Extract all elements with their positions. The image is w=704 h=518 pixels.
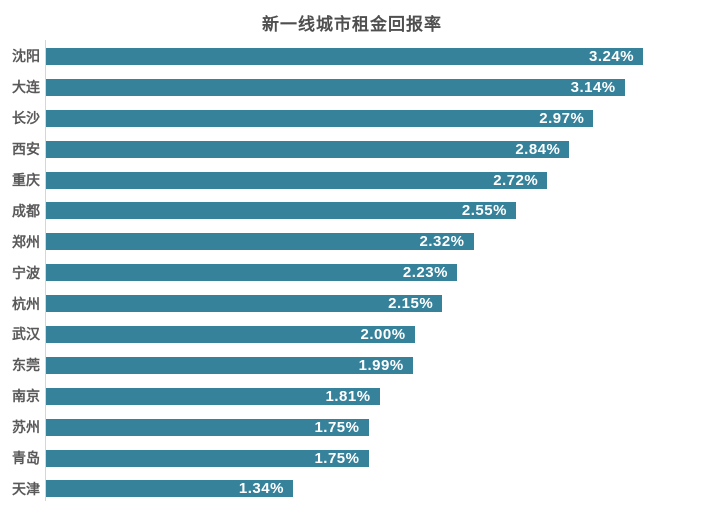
bar-value-label: 2.15% [388,295,434,313]
chart-row: 杭州 2.15% [0,288,704,319]
bar-value-label: 1.75% [314,418,360,436]
bar-value-label: 3.24% [589,47,635,65]
bar-value-label: 2.23% [402,264,448,282]
bar-value-label: 2.00% [360,325,406,343]
bar: 1.75% [46,418,369,436]
bar-value-label: 1.99% [358,356,404,374]
bar: 3.24% [46,47,644,65]
chart-row: 武汉 2.00% [0,319,704,350]
bar: 2.23% [46,264,457,282]
bar-track: 3.24% [46,47,691,65]
bar-track: 1.75% [46,418,691,436]
category-label: 杭州 [12,295,40,312]
chart-row: 西安 2.84% [0,134,704,165]
bar-value-label: 2.84% [515,140,561,158]
category-label: 青岛 [12,450,40,467]
category-label: 沈阳 [12,48,40,65]
chart-row: 天津 1.34% [0,473,704,504]
category-label: 重庆 [12,172,40,188]
chart-row: 重庆 2.72% [0,165,704,196]
category-label: 郑州 [12,233,40,250]
category-label: 宁波 [12,264,40,281]
bar-value-label: 2.72% [493,171,539,189]
bar-value-label: 1.75% [314,449,360,467]
bar: 2.72% [46,171,548,189]
chart-row: 郑州 2.32% [0,226,704,257]
bar: 1.81% [46,387,380,405]
chart-row: 苏州 1.75% [0,412,704,443]
bar-track: 3.14% [46,78,691,96]
chart-row: 沈阳 3.24% [0,41,704,72]
bar: 1.99% [46,356,413,374]
bar-track: 2.97% [46,109,691,127]
category-label: 大连 [12,79,40,96]
bar-track: 2.55% [46,202,691,220]
bar-track: 2.72% [46,171,691,189]
bar-value-label: 2.32% [419,233,465,251]
chart-row: 宁波 2.23% [0,257,704,288]
category-label: 武汉 [12,326,40,343]
bar-value-label: 1.81% [325,387,371,405]
bar: 1.34% [46,480,293,498]
chart-row: 大连 3.14% [0,72,704,103]
chart-title: 新一线城市租金回报率 [262,15,442,34]
category-label: 苏州 [12,419,40,436]
category-label: 西安 [12,141,40,158]
chart-row: 成都 2.55% [0,195,704,226]
y-axis-line [45,40,46,501]
chart-row: 青岛 1.75% [0,443,704,474]
bar: 2.55% [46,202,516,220]
chart-row: 南京 1.81% [0,381,704,412]
bar-track: 1.75% [46,449,691,467]
category-label: 南京 [12,388,40,405]
bar-track: 2.84% [46,140,691,158]
bar: 2.00% [46,325,415,343]
bar-track: 1.34% [46,480,691,498]
bar-value-label: 2.55% [461,202,507,220]
category-label: 成都 [12,202,40,219]
chart-row: 长沙 2.97% [0,103,704,134]
chart-rows: 沈阳 3.24% 大连 3.14% 长沙 2.97% 西安 2.84% 重庆 2.72% 成都 2.5… [0,41,704,504]
bar: 3.14% [46,78,625,96]
bar-value-label: 2.97% [539,109,585,127]
category-label: 东莞 [12,357,40,374]
bar-track: 2.32% [46,233,691,251]
bar-track: 2.00% [46,325,691,343]
bar-track: 1.81% [46,387,691,405]
category-label: 天津 [12,480,40,497]
bar-track: 1.99% [46,356,691,374]
bar: 2.15% [46,295,443,313]
bar-value-label: 3.14% [570,78,616,96]
bar: 2.32% [46,233,474,251]
bar: 2.97% [46,109,594,127]
bar: 2.84% [46,140,570,158]
chart-row: 东莞 1.99% [0,350,704,381]
bar-value-label: 1.34% [238,480,284,498]
bar-track: 2.23% [46,264,691,282]
bar: 1.75% [46,449,369,467]
category-label: 长沙 [12,110,40,127]
bar-track: 2.15% [46,295,691,313]
